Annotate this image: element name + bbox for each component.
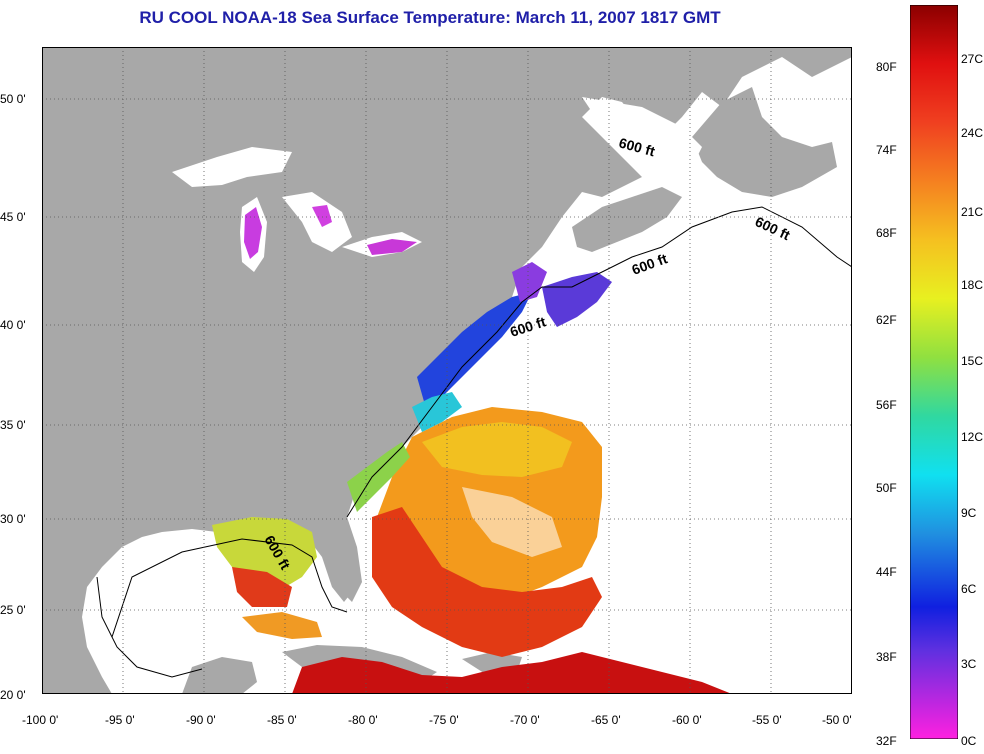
lon-label-90: -90 0': [186, 713, 216, 727]
lon-label-65: -65 0': [591, 713, 621, 727]
lon-label-55: -55 0': [752, 713, 782, 727]
sst-gulf-maine-purple: [512, 262, 547, 302]
graticule: [42, 47, 852, 694]
cb-f-68: 68F: [876, 226, 897, 240]
sst-yellow-band: [422, 422, 572, 477]
lon-label-70: -70 0': [510, 713, 540, 727]
lat-label-20: 20 0': [0, 688, 26, 702]
lon-label-75: -75 0': [429, 713, 459, 727]
cb-c-9: 9C: [961, 506, 977, 520]
sst-lake-michigan: [244, 207, 262, 259]
gulf-st-lawrence: [582, 97, 702, 177]
cb-f-32: 32F: [876, 734, 897, 748]
cb-c-3: 3C: [961, 657, 977, 671]
lat-label-25: 25 0': [0, 603, 26, 617]
lon-label-80: -80 0': [348, 713, 378, 727]
contour-gulf-outer: [96, 576, 203, 678]
lat-label-40: 40 0': [0, 318, 26, 332]
sst-mid-atlantic-blue: [417, 292, 532, 412]
cb-c-24: 24C: [961, 126, 984, 140]
sst-white-gaps: [462, 487, 562, 557]
land-florida: [312, 517, 362, 602]
lat-label-50: 50 0': [0, 92, 26, 106]
cb-f-80: 80F: [876, 60, 897, 74]
cb-f-56: 56F: [876, 398, 897, 412]
cb-c-6: 6C: [961, 582, 977, 596]
cb-f-74: 74F: [876, 143, 897, 157]
cb-c-21: 21C: [961, 205, 984, 219]
sst-shelf-cyan: [412, 392, 462, 432]
lon-label-95: -95 0': [105, 713, 135, 727]
cb-c-18: 18C: [961, 278, 984, 292]
lon-label-50: -50 0': [822, 713, 852, 727]
lake-superior: [172, 147, 292, 187]
lake-huron: [282, 192, 352, 252]
land-newfoundland: [692, 87, 837, 197]
map-frame: [42, 47, 852, 694]
lon-label-100: -100 0': [22, 713, 59, 727]
map-title: RU COOL NOAA-18 Sea Surface Temperature:…: [139, 8, 721, 27]
cb-c-15: 15C: [961, 354, 984, 368]
cb-c-0: 0C: [961, 734, 977, 748]
colorbar: [910, 5, 958, 739]
cb-f-38: 38F: [876, 650, 897, 664]
contour-600ft: [111, 206, 852, 638]
sst-caribbean-darkred: [292, 652, 732, 694]
sst-georges-bank: [542, 272, 612, 327]
lon-label-60: -60 0': [672, 713, 702, 727]
cb-c-12: 12C: [961, 430, 984, 444]
lat-label-45: 45 0': [0, 210, 26, 224]
cb-f-50: 50F: [876, 481, 897, 495]
sst-southern-red: [372, 507, 602, 657]
land-yucatan: [182, 657, 257, 694]
lat-label-30: 30 0': [0, 512, 26, 526]
land-nova-scotia: [572, 187, 682, 252]
sst-gulf-red: [232, 567, 292, 607]
cb-f-44: 44F: [876, 565, 897, 579]
cb-c-27: 27C: [961, 52, 984, 66]
sst-gulf-orange: [242, 612, 322, 639]
sst-lake-erie: [367, 239, 417, 255]
sst-shelf-green: [347, 442, 410, 512]
cb-f-62: 62F: [876, 313, 897, 327]
lon-label-85: -85 0': [267, 713, 297, 727]
sst-lake-huron: [312, 205, 332, 227]
sst-map: 600 ft 600 ft 600 ft 600 ft 600 ft: [42, 47, 852, 694]
lat-label-35: 35 0': [0, 418, 26, 432]
